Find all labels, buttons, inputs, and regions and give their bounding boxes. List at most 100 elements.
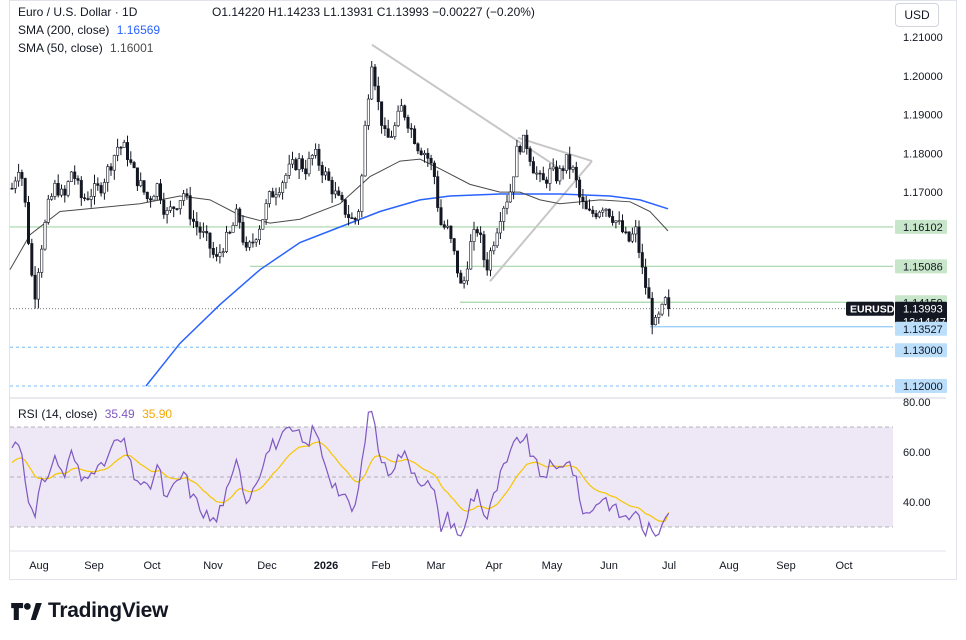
candle xyxy=(667,289,671,317)
candle xyxy=(660,303,664,317)
candle-body xyxy=(33,274,37,300)
candle-body xyxy=(564,154,568,171)
currency-button[interactable]: USD xyxy=(895,3,939,27)
price-label-box xyxy=(895,321,947,336)
candle xyxy=(564,154,568,174)
candle-body xyxy=(551,166,555,170)
candle xyxy=(607,208,611,219)
candle-body xyxy=(446,225,450,228)
price-tick-label: 1.18000 xyxy=(903,148,943,160)
candle xyxy=(168,200,172,213)
candle xyxy=(650,292,654,335)
candle xyxy=(554,160,558,184)
candle-body xyxy=(231,225,235,233)
candle xyxy=(601,207,605,217)
candle-body xyxy=(614,220,618,223)
price-label-green: 1.15086 xyxy=(895,259,947,274)
candle xyxy=(320,161,324,184)
candle-body xyxy=(422,152,426,155)
candle-body xyxy=(99,185,103,194)
candle xyxy=(442,220,446,230)
candle-body xyxy=(172,206,176,209)
triangle-lower-line xyxy=(489,160,593,282)
time-label: Apr xyxy=(485,560,502,572)
candle xyxy=(89,188,93,208)
candle xyxy=(264,199,268,225)
candle-body xyxy=(281,182,285,193)
symbol-title[interactable]: Euro / U.S. Dollar · 1D xyxy=(18,5,137,20)
candle-body xyxy=(208,232,212,249)
candle xyxy=(218,244,222,264)
candle xyxy=(426,148,430,167)
candle xyxy=(195,212,199,236)
candle xyxy=(604,208,608,217)
candle-body xyxy=(637,226,641,253)
candle-body xyxy=(634,226,638,235)
candle-body xyxy=(502,207,506,222)
candle xyxy=(640,243,644,275)
candle xyxy=(611,210,615,226)
rsi-legend[interactable]: RSI (14, close) 35.49 35.90 xyxy=(18,407,172,422)
candle-body xyxy=(155,183,159,197)
candle-body xyxy=(518,145,522,153)
candle-body xyxy=(528,148,532,162)
candle xyxy=(63,185,67,203)
candle-body xyxy=(225,231,229,252)
candle-body xyxy=(647,287,651,299)
candle-body xyxy=(508,191,512,203)
candle-body xyxy=(663,297,667,305)
candle xyxy=(290,151,294,169)
candle xyxy=(109,163,113,176)
candle xyxy=(201,222,205,238)
price-label-text: 1.12000 xyxy=(903,381,943,393)
candle-body xyxy=(568,154,572,170)
candle xyxy=(267,190,271,208)
tradingview-logo[interactable]: TradingView xyxy=(11,598,168,624)
candle-body xyxy=(333,190,337,195)
candle xyxy=(132,160,136,169)
candle xyxy=(653,314,657,326)
candle-body xyxy=(452,238,456,252)
candle xyxy=(178,200,182,215)
sma200-legend[interactable]: SMA (200, close) 1.16569 xyxy=(18,23,160,38)
candle xyxy=(545,176,549,189)
candle-body xyxy=(109,166,113,171)
candle-body xyxy=(429,158,433,164)
candle xyxy=(188,186,192,226)
candle-body xyxy=(50,196,54,200)
price-pane xyxy=(9,43,893,387)
price-label-current: 1.13993 xyxy=(895,301,947,316)
candle-body xyxy=(383,125,387,129)
candle-body xyxy=(653,317,657,326)
ohlc-readout: O1.14220 H1.14233 L1.13931 C1.13993 −0.0… xyxy=(212,5,535,19)
candle-body xyxy=(46,198,50,223)
price-label-box xyxy=(895,379,947,393)
candle-body xyxy=(129,159,133,163)
candle xyxy=(413,125,417,145)
price-label-box xyxy=(895,219,947,234)
candle xyxy=(528,146,532,167)
candle xyxy=(525,129,529,155)
candle-body xyxy=(238,208,242,223)
candle xyxy=(274,187,278,206)
candle-body xyxy=(320,165,324,176)
candle xyxy=(76,175,80,185)
candle-body xyxy=(274,194,278,198)
candle-body xyxy=(221,251,225,253)
candle xyxy=(498,212,502,240)
candle xyxy=(578,177,582,205)
candle-body xyxy=(538,172,542,175)
candle-body xyxy=(135,167,139,187)
candle-body xyxy=(165,210,169,215)
candle xyxy=(43,219,47,251)
candle-body xyxy=(620,220,624,233)
candle-body xyxy=(307,158,311,175)
candle-body xyxy=(145,191,149,199)
candle xyxy=(403,104,407,121)
candle-body xyxy=(277,192,281,196)
sma50-legend[interactable]: SMA (50, close) 1.16001 xyxy=(18,41,153,56)
price-label-text: 1.15086 xyxy=(903,261,943,273)
candle-body xyxy=(455,250,459,274)
candle-body xyxy=(20,172,24,179)
